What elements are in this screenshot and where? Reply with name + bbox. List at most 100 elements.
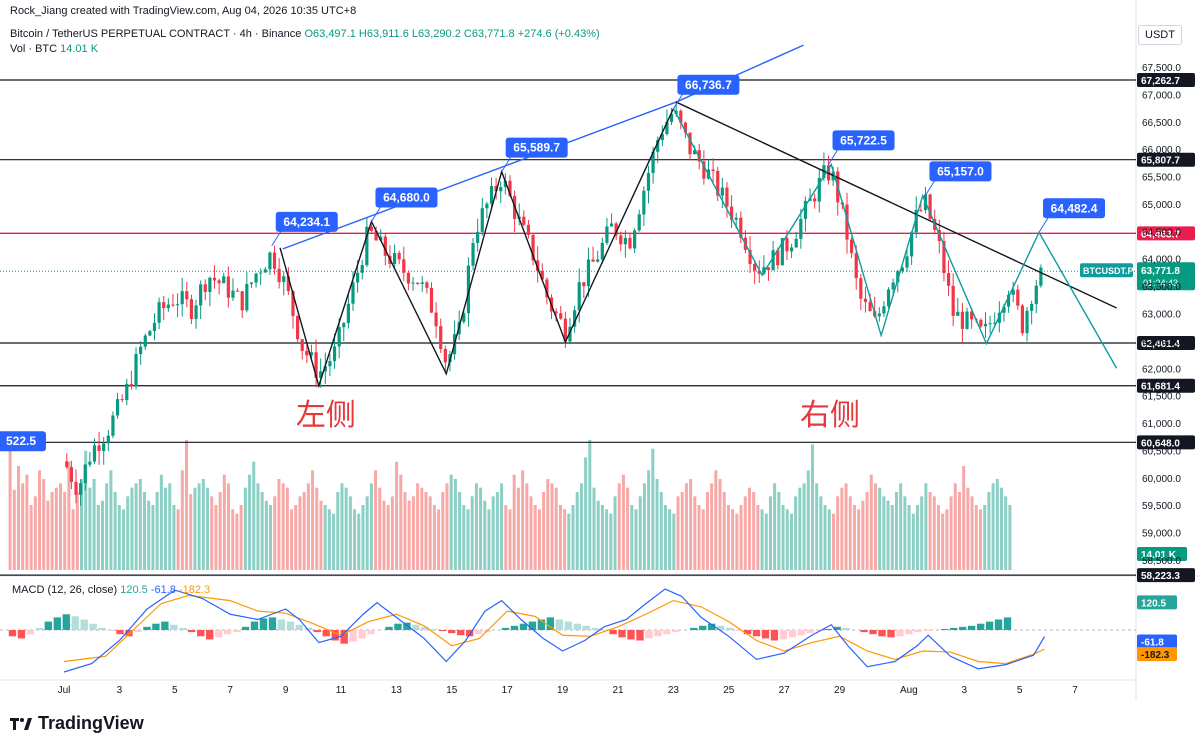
macd-histogram-bar	[465, 630, 474, 637]
candle-body	[272, 252, 277, 269]
volume-bar	[999, 487, 1003, 570]
volume-bar	[269, 505, 273, 570]
volume-bar	[117, 505, 121, 570]
candle-body	[928, 194, 932, 219]
symbol-title[interactable]: Bitcoin / TetherUS PERPETUAL CONTRACT · …	[10, 28, 302, 40]
volume-bar	[159, 474, 163, 570]
candle-body	[545, 279, 549, 298]
candle-body	[425, 282, 429, 288]
volume-bar	[302, 492, 306, 570]
macd-histogram-bar	[448, 630, 456, 634]
time-tick-label: 25	[723, 685, 735, 696]
volume-bar	[987, 492, 991, 570]
volume-bar	[978, 509, 982, 570]
macd-histogram-bar	[439, 630, 447, 632]
macd-histogram-bar	[62, 614, 70, 630]
volume-bar	[655, 479, 659, 570]
candle-body	[734, 217, 738, 220]
candle-body	[439, 326, 443, 349]
candle-body	[286, 276, 290, 292]
time-tick-label: 23	[668, 685, 680, 696]
macd-histogram-bar	[349, 630, 357, 642]
volume-bar	[861, 500, 865, 570]
price-tick-label: 62,500.0	[1142, 337, 1181, 348]
volume-bar	[332, 513, 336, 570]
last-price-tag	[1137, 262, 1195, 291]
candle-body	[185, 291, 189, 300]
volume-bar	[634, 509, 638, 570]
price-axis[interactable]: 67,500.0 67,000.0 66,500.0 66,000.0 65,500.0…	[1137, 63, 1181, 663]
candle-body	[462, 313, 466, 322]
candle-body	[780, 238, 784, 266]
currency-button[interactable]: USDT	[1138, 25, 1182, 45]
partial-callout-box	[0, 431, 46, 452]
price-tick-label: 65,000.0	[1142, 200, 1181, 211]
candle-body	[582, 282, 586, 287]
candle-body	[877, 313, 881, 317]
time-axis[interactable]: Jul 3 5 7 9 11 13 15 17 19 21 23 25 27 29 Aug 3 5 7	[0, 679, 1136, 696]
macd-histogram-bar	[35, 627, 44, 630]
volume-bar	[865, 492, 869, 570]
symbol-line[interactable]: Bitcoin / TetherUS PERPETUAL CONTRACT · …	[10, 28, 600, 40]
macd-histogram-bar	[824, 628, 832, 630]
candle-body	[794, 238, 798, 248]
volume-bar	[714, 470, 718, 570]
candle-body	[614, 223, 618, 236]
price-level-tag	[1137, 72, 1195, 87]
candle-body	[189, 299, 194, 319]
time-tick-label: 7	[227, 685, 233, 696]
candle-body	[688, 132, 692, 155]
macd-histogram-bar	[528, 621, 537, 630]
candle-body	[711, 169, 715, 172]
volume-bar	[336, 492, 340, 570]
macd-histogram-bar	[322, 630, 330, 637]
drawing-layer[interactable]: 64,234.1 64,680.0 65,589.7 66,736.7 65,722.5…	[0, 44, 1118, 452]
volume-bar	[395, 461, 399, 570]
macd-histogram-bar	[806, 630, 814, 634]
price-tick-label: 67,000.0	[1142, 90, 1181, 101]
macd-histogram-bar	[654, 630, 662, 637]
candle-body	[1039, 267, 1043, 286]
tradingview-logo[interactable]: TradingView	[10, 713, 144, 734]
candle-body	[489, 186, 494, 204]
volume-bar	[231, 509, 235, 570]
volume-bar	[873, 483, 877, 570]
candle-body	[106, 435, 110, 444]
volume-legend: Vol · BTC 14.01 K	[10, 43, 98, 55]
candle-body	[397, 252, 401, 260]
volume-bar	[285, 487, 289, 570]
price-tick-label: 65,500.0	[1142, 173, 1181, 184]
candle-body	[263, 269, 267, 273]
volume-bar	[974, 505, 978, 570]
volume-bar	[781, 505, 785, 570]
volume-bar	[928, 492, 932, 570]
volume-bar	[378, 487, 382, 570]
macd-histogram-bar	[537, 619, 546, 630]
candle-body	[222, 276, 226, 284]
macd-histogram-bar	[44, 621, 53, 630]
macd-legend[interactable]: MACD (12, 26, close) 120.5 -61.8 -182.3	[12, 584, 210, 596]
candle-body	[702, 161, 706, 179]
candle-body	[111, 415, 115, 436]
price-level-tag	[1137, 568, 1195, 583]
volume-bar	[323, 505, 327, 570]
volume-bar	[705, 492, 709, 570]
volume-bar	[739, 505, 743, 570]
macd-histogram-bar	[815, 630, 823, 632]
volume-bar	[840, 487, 844, 570]
candle-body	[1016, 289, 1020, 306]
macd-histogram-bar	[743, 630, 752, 635]
macd-title[interactable]: MACD (12, 26, close)	[12, 584, 118, 596]
time-tick-label: 5	[1017, 685, 1023, 696]
candle-body	[485, 203, 489, 209]
chart-annotation: 右侧	[800, 399, 860, 432]
volume-bar	[281, 483, 285, 570]
macd-histogram-bar	[519, 623, 528, 630]
candle-body	[79, 483, 83, 495]
candle-body	[900, 267, 904, 272]
candle-body	[171, 304, 175, 306]
candle-body	[152, 322, 157, 332]
volume-bar	[970, 496, 974, 570]
